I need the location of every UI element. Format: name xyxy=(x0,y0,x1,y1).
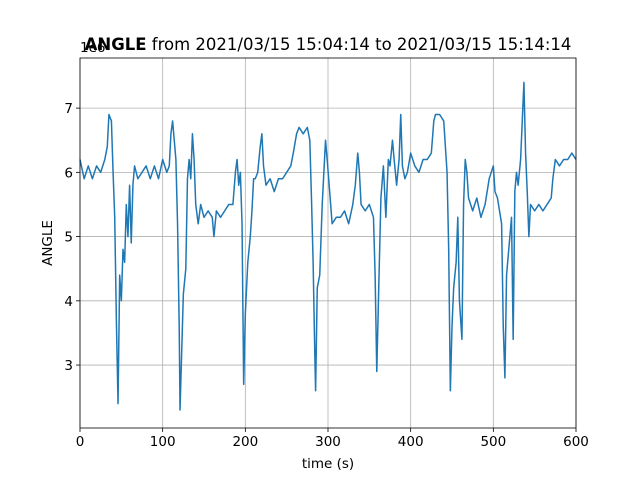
data-line xyxy=(79,81,577,411)
title-bold: ANGLE xyxy=(85,35,147,54)
y-offset-label: 1e6 xyxy=(80,40,105,56)
x-tick-label: 200 xyxy=(232,434,258,450)
x-tick-label: 100 xyxy=(150,434,176,450)
plot-frame xyxy=(79,57,577,429)
x-tick-label: 500 xyxy=(480,434,506,450)
y-tick-label: 7 xyxy=(64,101,73,117)
x-tick-label: 400 xyxy=(398,434,424,450)
x-tick-label: 0 xyxy=(76,434,85,450)
y-tick-label: 5 xyxy=(64,230,73,246)
title-rest: from 2021/03/15 15:04:14 to 2021/03/15 1… xyxy=(152,35,572,54)
chart-title: ANGLE from 2021/03/15 15:04:14 to 2021/0… xyxy=(85,35,572,54)
y-tick-label: 3 xyxy=(64,358,73,374)
y-tick-label: 6 xyxy=(64,165,73,181)
x-tick-label: 300 xyxy=(315,434,341,450)
x-axis-label: time (s) xyxy=(302,456,354,472)
y-tick-label: 4 xyxy=(64,294,73,310)
x-tick-label: 600 xyxy=(563,434,589,450)
y-axis-label: ANGLE xyxy=(40,220,56,266)
